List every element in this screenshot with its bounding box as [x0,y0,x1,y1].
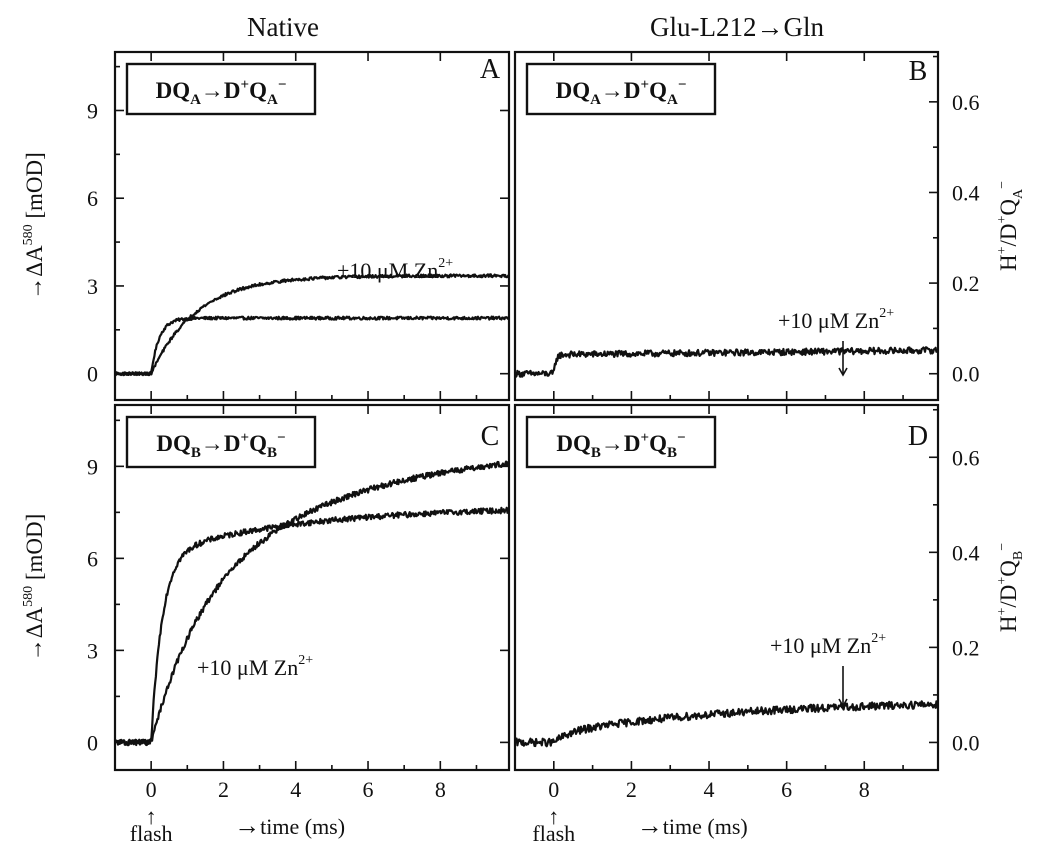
column-title-mutant-text: Glu-L212→Gln [650,12,824,42]
y2-tick-label: 0.0 [952,730,980,755]
annotation-zn: +10 μM Zn2+ [778,306,894,333]
y2-tick-label: 0.6 [952,90,980,115]
y2-tick-label: 0.4 [952,540,980,565]
reaction-label: DQB→D+QB− [556,430,685,461]
x-tick-label: 0 [548,777,559,802]
series-control-line [114,506,511,747]
series-control-zinc-line [513,700,939,748]
panels: 0 3 6 9 A DQA→D+QA− +10 μM Zn2+ →ΔA580 [mOD] 0.0… [21,50,1026,843]
flash-label: flash [532,821,575,843]
flash-arrow: ↑ [548,804,559,829]
panel-c: 0 3 6 9 0 2 4 6 8 C DQB→D+QB− +10 μM Zn2+ →ΔA580 [mO… [21,403,511,843]
annotation-zn: +10 μM Zn2+ [197,653,313,680]
reaction-box [125,415,317,469]
y-tick-label: 9 [87,98,98,123]
flash-label: flash [130,821,173,843]
x-tick-label: 6 [363,777,374,802]
plot-frame [113,403,511,772]
y-tick-label: 3 [87,274,98,299]
panel-a: 0 3 6 9 A DQA→D+QA− +10 μM Zn2+ →ΔA580 [mOD] [21,50,511,402]
reaction-box [125,62,317,116]
x-axis-label: →time (ms) [234,811,345,840]
x-axis-label: →time (ms) [637,811,748,840]
panel-letter: A [480,54,501,85]
panel-d: 0.0 0.2 0.4 0.6 0 2 4 6 8 D DQB→D+QB− +10 μM Zn2+ H+… [513,403,1026,843]
reaction-box [525,415,717,469]
annotation-pointer-head [838,698,848,708]
series-control-zinc-line [513,346,939,378]
column-title-native-text: Native [247,12,319,42]
annotation-zn: +10 μM Zn2+ [770,631,886,658]
y-tick-label: 3 [87,638,98,663]
panel-letter: D [908,421,928,452]
panel-b: 0.0 0.2 0.4 0.6 B DQA→D+QA− +10 μM Zn2+ H+/D+QA… [513,50,1026,402]
annotation-zn: +10 μM Zn2+ [337,256,453,283]
series-zinc-line [114,460,510,747]
y-tick-label: 6 [87,546,98,571]
y-tick-label: 6 [87,186,98,211]
y2-tick-label: 0.4 [952,180,980,205]
y2-tick-label: 0.6 [952,445,980,470]
plot-frame [113,50,511,402]
column-title-mutant: Glu-L212→Gln [650,12,824,42]
plot-frame [513,403,940,772]
y2-tick-label: 0.2 [952,271,980,296]
series-zinc-line [113,273,510,377]
x-tick-label: 4 [704,777,715,802]
y-axis-label: →ΔA580 [mOD] [21,152,47,300]
panel-letter: C [481,421,500,452]
column-title-native: Native [247,12,319,42]
reaction-label: DQA→D+QA− [156,77,287,108]
reaction-label: DQA→D+QA− [556,77,687,108]
x-tick-label: 8 [859,777,870,802]
plot-frame [513,50,940,402]
reaction-label: DQB→D+QB− [156,430,285,461]
series-control-line [114,315,510,377]
y-tick-label: 0 [87,730,98,755]
flash-arrow: ↑ [146,804,157,829]
x-tick-label: 2 [626,777,637,802]
y2-tick-label: 0.2 [952,635,980,660]
y-tick-label: 9 [87,454,98,479]
y-axis-label: →ΔA580 [mOD] [21,514,47,662]
y2-axis-label: H+/D+QA− [995,181,1026,271]
reaction-box [525,62,717,116]
panel-letter: B [909,56,928,87]
x-tick-label: 4 [290,777,301,802]
annotation-pointer-head [838,367,848,377]
x-tick-label: 8 [435,777,446,802]
x-tick-label: 2 [218,777,229,802]
y2-axis-label: H+/D+QB− [995,543,1026,632]
y2-tick-label: 0.0 [952,362,980,387]
y-tick-label: 0 [87,362,98,387]
x-tick-label: 6 [781,777,792,802]
x-tick-label: 0 [146,777,157,802]
